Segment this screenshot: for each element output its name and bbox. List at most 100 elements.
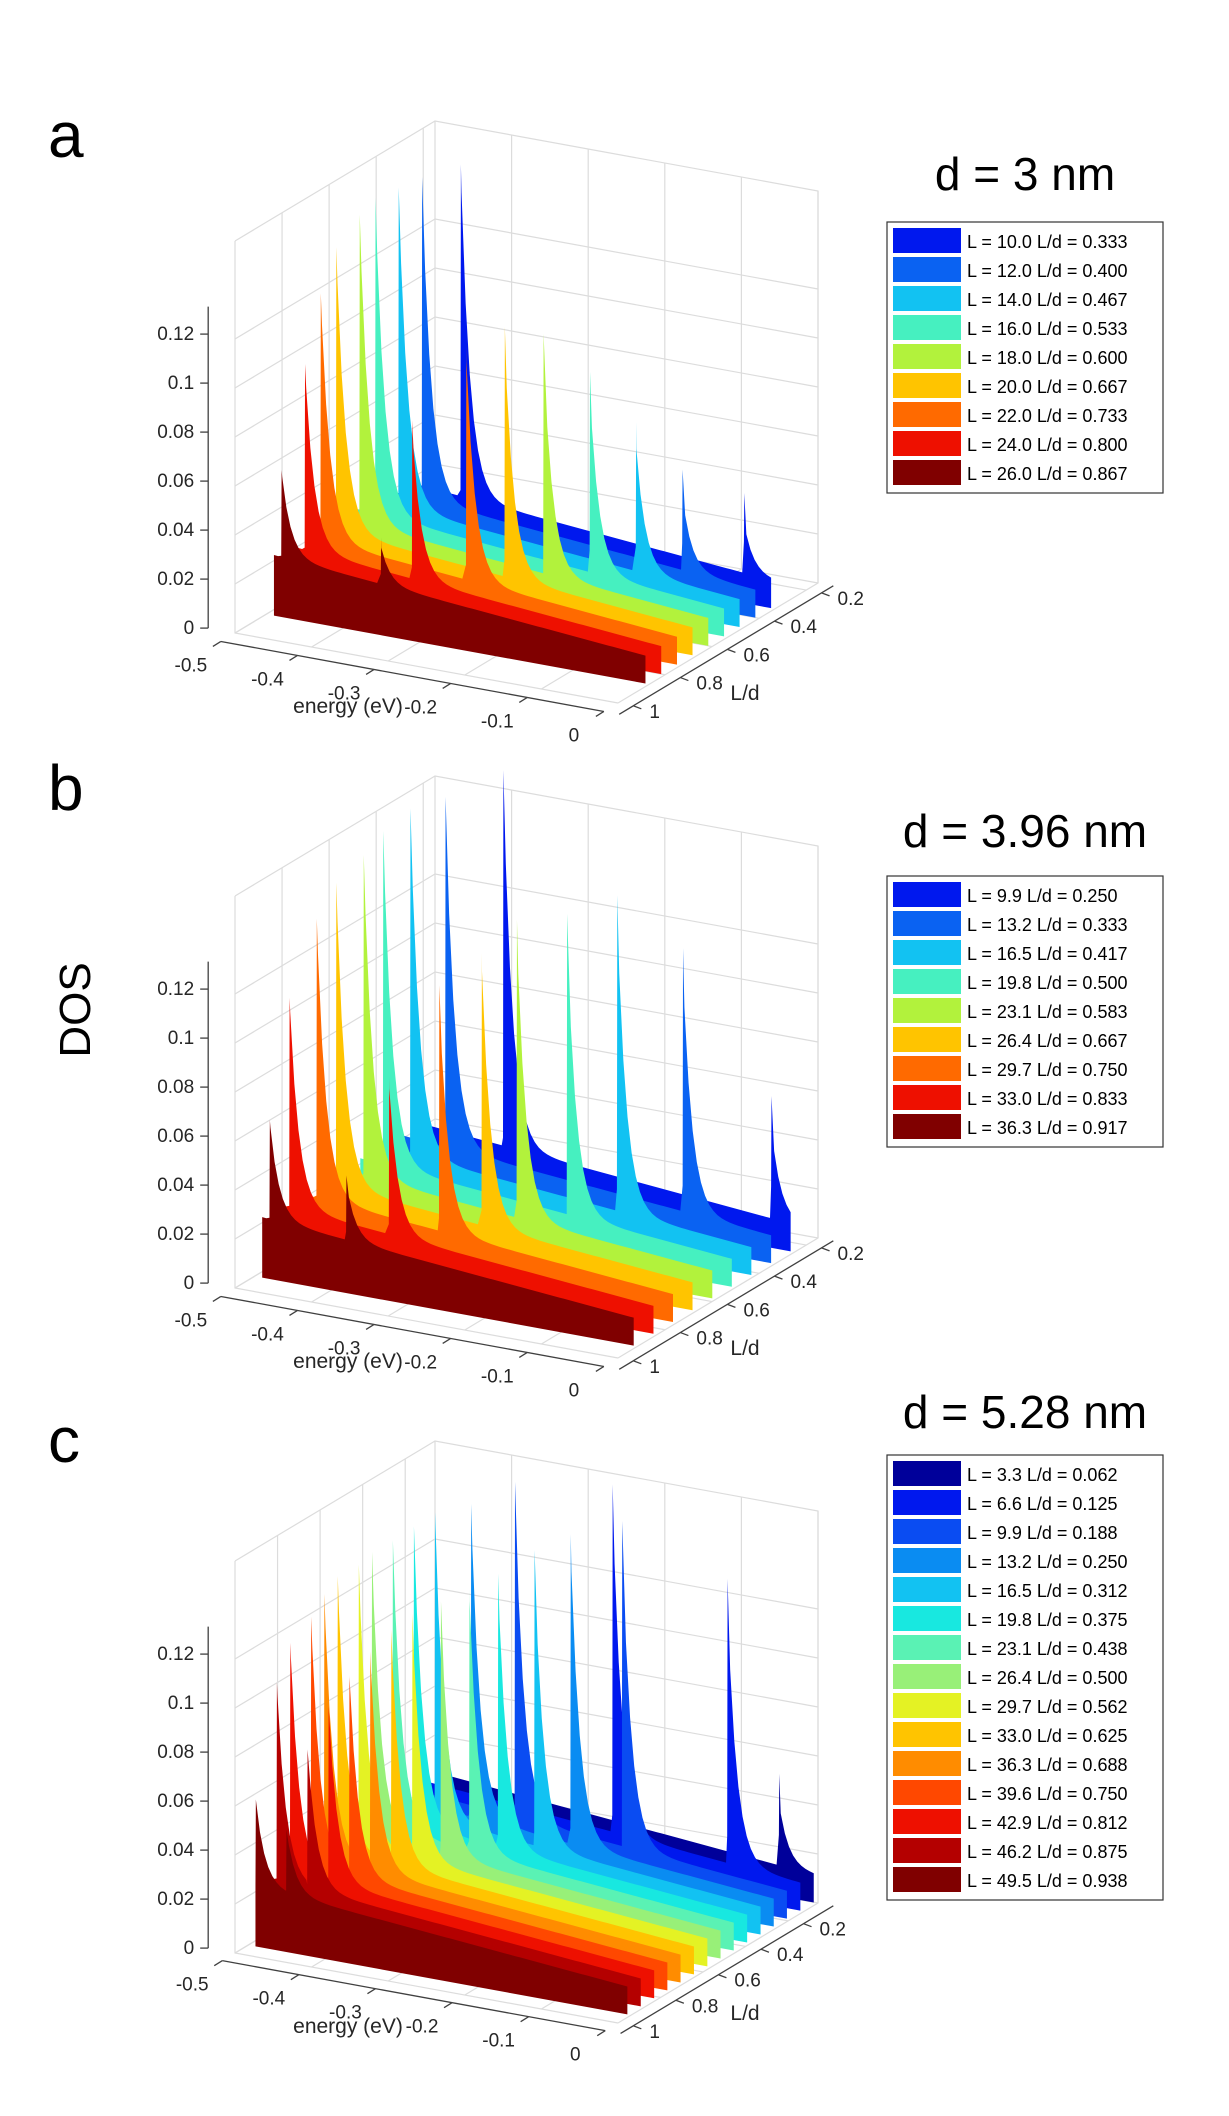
energy-tick-mark [520, 2016, 529, 2023]
legend-swatch [893, 373, 961, 398]
depth-tick-mark [680, 1331, 689, 1337]
depth-axis-line [618, 1240, 834, 1370]
legend-entry-label: L = 14.0 L/d = 0.467 [967, 290, 1127, 310]
dos-tick-label: 0.1 [168, 1693, 194, 1714]
panel-letter: c [48, 1404, 80, 1476]
legend-swatch [893, 998, 961, 1023]
depth-tick-mark [680, 676, 689, 682]
energy-tick-label: -0.1 [482, 2031, 515, 2052]
dos-tick-label: 0.02 [157, 1224, 194, 1245]
legend-swatch [893, 460, 961, 485]
legend-swatch [893, 1780, 961, 1805]
grid-line-y [234, 218, 819, 340]
series-ribbon [419, 770, 791, 1252]
axes: -0.5 -0.4 -0.3 -0.2 -0.1 0 0 0.02 0.04 0.06 0.08 0.… [157, 1626, 846, 2066]
depth-tick-label: 0.2 [838, 1244, 864, 1265]
panel-title: d = 3.96 nm [903, 805, 1147, 857]
energy-tick-label: -0.4 [252, 1989, 285, 2010]
series-ribbon [295, 1616, 668, 1991]
dos-tick-label: 0.12 [157, 1644, 194, 1665]
grid-line-y [234, 873, 819, 995]
energy-tick-label: -0.4 [251, 1324, 284, 1345]
energy-tick-label: -0.5 [175, 1310, 208, 1331]
series-ribbon [340, 854, 713, 1299]
dos-tick-label: 0.1 [168, 373, 194, 394]
depth-tick-mark [803, 1923, 812, 1928]
legend-swatch [893, 1693, 961, 1718]
legend-swatch [893, 1519, 961, 1544]
depth-axis-label: L/d [730, 1337, 759, 1360]
dos-tick-label: 0 [184, 618, 195, 639]
legend-entry-label: L = 26.4 L/d = 0.667 [967, 1031, 1127, 1051]
legend-entry-label: L = 19.8 L/d = 0.500 [967, 973, 1127, 993]
legend-swatch [893, 228, 961, 253]
legend-swatch [893, 1635, 961, 1660]
dos-tick-label: 0.06 [157, 471, 194, 492]
dos-tick-label: 0.04 [157, 1175, 194, 1196]
legend-entry-label: L = 36.3 L/d = 0.917 [967, 1118, 1127, 1138]
energy-tick-mark [212, 1295, 222, 1303]
depth-tick-label: 0.8 [696, 1329, 722, 1350]
legend: L = 3.3 L/d = 0.062 L = 6.6 L/d = 0.125 L … [886, 1454, 1164, 1901]
dos-tick-label: 0.1 [168, 1028, 194, 1049]
dos-tick-label: 0.08 [157, 1742, 194, 1763]
legend-entry-label: L = 9.9 L/d = 0.188 [967, 1523, 1117, 1543]
legend-entry-label: L = 33.0 L/d = 0.625 [967, 1726, 1127, 1746]
legend-entry-label: L = 26.0 L/d = 0.867 [967, 464, 1127, 484]
series-ribbon [428, 1484, 801, 1911]
series-ribbon [399, 164, 772, 609]
legend-entry-label: L = 13.2 L/d = 0.250 [967, 1552, 1127, 1572]
depth-tick-label: 0.8 [692, 1996, 718, 2017]
legend-entry-label: L = 22.0 L/d = 0.733 [967, 406, 1127, 426]
series-ribbon [321, 882, 693, 1311]
legend-entry-label: L = 29.7 L/d = 0.750 [967, 1060, 1127, 1080]
legend-swatch [893, 940, 961, 965]
energy-tick-mark [518, 696, 528, 704]
depth-axis-label: L/d [730, 682, 759, 705]
series-group [262, 770, 791, 1346]
energy-tick-label: -0.1 [481, 1366, 514, 1387]
energy-tick-mark [596, 2030, 606, 2037]
depth-tick-label: 0.6 [743, 645, 769, 666]
depth-tick-label: 0.2 [820, 1920, 846, 1941]
legend-entry-label: L = 10.0 L/d = 0.333 [967, 232, 1127, 252]
panel-title: d = 3 nm [935, 148, 1115, 200]
legend-swatch [893, 1606, 961, 1631]
series-group [255, 1481, 814, 2015]
series-group [273, 164, 772, 684]
dos-tick-label: 0.08 [157, 422, 194, 443]
legend-swatch [893, 1664, 961, 1689]
dos-tick-label: 0.04 [157, 520, 194, 541]
energy-tick-label: -0.2 [406, 2017, 439, 2038]
dos-tick-label: 0.02 [157, 569, 194, 590]
legend-swatch [893, 257, 961, 282]
legend: L = 10.0 L/d = 0.333 L = 12.0 L/d = 0.400… [886, 221, 1164, 494]
energy-tick-label: -0.3 [328, 683, 361, 704]
legend-entry-label: L = 16.5 L/d = 0.312 [967, 1581, 1127, 1601]
legend-swatch [893, 1085, 961, 1110]
series-ribbon [305, 293, 677, 665]
legend-swatch [893, 1027, 961, 1052]
energy-tick-mark [518, 1351, 528, 1359]
depth-tick-mark [727, 648, 736, 653]
legend-swatch [893, 1809, 961, 1834]
depth-tick-label: 0.6 [734, 1971, 760, 1992]
dos-tick-label: 0.12 [157, 324, 194, 345]
energy-tick-mark [365, 1323, 375, 1331]
energy-tick-label: -0.1 [481, 711, 514, 732]
legend-swatch [893, 402, 961, 427]
series-ribbon [273, 470, 646, 684]
legend-swatch [893, 1722, 961, 1747]
energy-tick-label: -0.3 [328, 1338, 361, 1359]
legend: L = 9.9 L/d = 0.250 L = 13.2 L/d = 0.333 L… [886, 875, 1164, 1148]
depth-tick-mark [633, 2025, 642, 2030]
grid-line-depth [234, 896, 619, 1359]
legend-entry-label: L = 23.1 L/d = 0.583 [967, 1002, 1127, 1022]
legend-entry-label: L = 20.0 L/d = 0.667 [967, 377, 1127, 397]
legend-swatch [893, 1056, 961, 1081]
energy-tick-mark [367, 1988, 376, 1995]
legend-entry-label: L = 16.5 L/d = 0.417 [967, 944, 1127, 964]
series-ribbon [262, 1119, 634, 1346]
energy-tick-mark [290, 1974, 300, 1981]
